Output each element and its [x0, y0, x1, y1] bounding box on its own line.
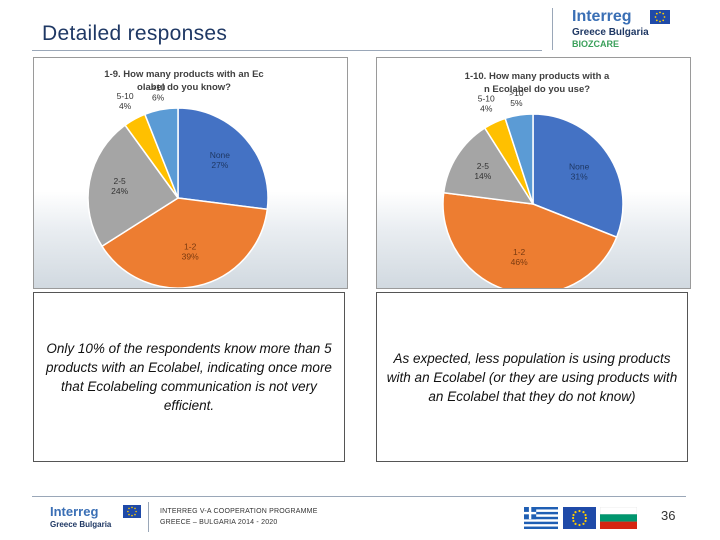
slice-percent: 24%: [111, 186, 128, 196]
slice-percent: 5%: [510, 98, 523, 108]
slice-category: >10: [151, 83, 166, 93]
caption-left: Only 10% of the respondents know more th…: [46, 341, 332, 413]
header-divider: [552, 8, 553, 50]
slice-percent: 31%: [571, 172, 588, 182]
page-number: 36: [661, 508, 676, 523]
slice-percent: 6%: [152, 93, 165, 103]
chart-panel-right: 1-10. How many products with a n Ecolabe…: [376, 57, 691, 289]
project-name: BIOZCARE: [572, 39, 619, 49]
slice-label-2: 1-2 39%: [182, 241, 199, 261]
slice-percent: 27%: [211, 160, 228, 170]
title-divider: [32, 50, 542, 51]
slide-title: Detailed responses: [42, 22, 228, 45]
slice-category: 1-2: [184, 241, 197, 251]
caption-right: As expected, less population is using pr…: [386, 350, 678, 404]
eu-flag-icon: [123, 505, 141, 518]
programme-text: INTERREG V-A COOPERATION PROGRAMME GREEC…: [160, 506, 318, 528]
programme-line-1: INTERREG V-A COOPERATION PROGRAMME: [160, 508, 318, 515]
chart-panel-left: 1-9. How many products with an Ec olabel…: [33, 57, 348, 289]
slice-category: 1-2: [513, 247, 526, 257]
slice-category: 5-10: [117, 91, 134, 101]
slice-label-4: 5-10 4%: [478, 94, 495, 114]
slice-percent: 46%: [511, 257, 528, 267]
eu-flag-icon: [650, 10, 670, 24]
footer-separator: [148, 502, 149, 532]
slice-label-3: 2-5 14%: [474, 161, 491, 181]
slice-label-2: 1-2 46%: [511, 247, 528, 267]
pie-slice-1: [532, 113, 624, 239]
slice-label-1: None 27%: [210, 150, 231, 170]
slice-percent: 4%: [119, 101, 132, 111]
slice-label-4: 5-10 4%: [117, 91, 134, 111]
footer-logo-subtitle: Greece Bulgaria: [50, 520, 112, 529]
chart-title-line2: olabel do you know?: [137, 82, 231, 93]
interreg-footer-logo: Interreg Greece Bulgaria: [47, 503, 142, 533]
slice-label-5: >10 6%: [151, 83, 166, 103]
slice-percent: 39%: [182, 251, 199, 261]
slice-category: 5-10: [478, 94, 495, 104]
slice-category: None: [569, 162, 590, 172]
slice-label-3: 2-5 24%: [111, 176, 128, 196]
pie-slice-2: [442, 191, 618, 288]
caption-box-right: As expected, less population is using pr…: [376, 292, 688, 462]
slice-percent: 4%: [480, 104, 493, 114]
caption-box-left: Only 10% of the respondents know more th…: [33, 292, 345, 462]
pie-chart-know: 1-9. How many products with an Ec olabel…: [87, 69, 269, 288]
pie-chart-use: 1-10. How many products with a n Ecolabe…: [442, 71, 624, 288]
slice-category: 2-5: [114, 176, 127, 186]
logo-subtitle: Greece Bulgaria: [572, 27, 649, 38]
pie-slice-1: [177, 107, 269, 211]
interreg-header-logo: Interreg Greece Bulgaria BIOZCARE: [572, 8, 702, 52]
pie-slice-5: [143, 107, 179, 199]
pie-slice-3: [442, 126, 535, 205]
chart-title-line2: n Ecolabel do you use?: [484, 84, 590, 95]
footer-divider: [32, 496, 686, 497]
slice-label-5: >10 5%: [509, 88, 524, 108]
pie-slice-5: [504, 113, 534, 205]
chart-title-line1: 1-9. How many products with an Ec: [104, 69, 263, 80]
pie-slice-3: [87, 124, 180, 248]
eu-flag-icon: [563, 507, 596, 529]
slice-percent: 14%: [474, 171, 491, 181]
footer-logo-wordmark: Interreg: [50, 504, 99, 519]
chart-title-line1: 1-10. How many products with a: [465, 71, 610, 82]
slice-category: None: [210, 150, 231, 160]
programme-line-2: GREECE – BULGARIA 2014 - 2020: [160, 519, 278, 526]
slice-category: >10: [509, 88, 524, 98]
slice-category: 2-5: [477, 161, 490, 171]
logo-wordmark: Interreg: [572, 8, 632, 25]
bulgaria-flag-icon: [600, 507, 637, 529]
greece-flag-icon: [524, 507, 558, 529]
slice-label-1: None 31%: [569, 162, 590, 182]
